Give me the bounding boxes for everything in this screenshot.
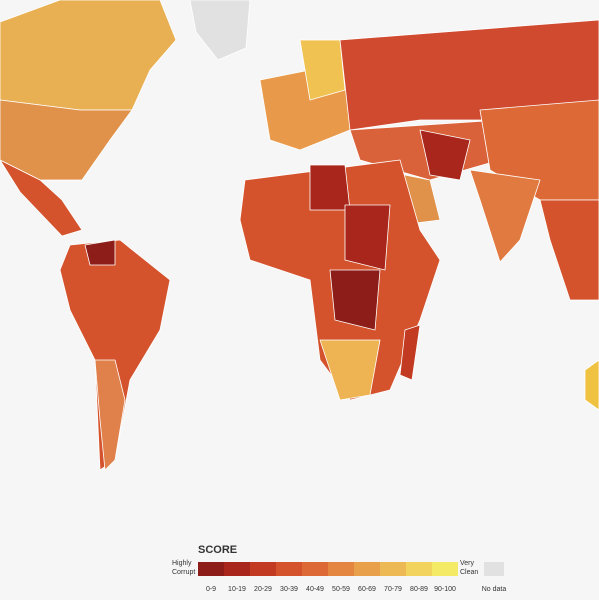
- legend-bin-label: 50-59: [332, 586, 350, 593]
- legend-swatch: [250, 562, 276, 576]
- legend-swatch: [302, 562, 328, 576]
- legend-swatch: [484, 562, 504, 576]
- high-label: Clean: [460, 569, 478, 576]
- congo: [329, 269, 381, 331]
- southeast-asia: [539, 199, 599, 301]
- legend-swatch: [198, 562, 224, 576]
- scandinavia: [299, 39, 346, 101]
- legend-swatch: [328, 562, 354, 576]
- central-america: [0, 159, 83, 237]
- legend-bin-label: 10-19: [228, 586, 246, 593]
- legend-swatch: [224, 562, 250, 576]
- legend-bin-label: 40-49: [306, 586, 324, 593]
- high-label: Very: [460, 560, 475, 567]
- legend-no-data-label: No data: [482, 586, 507, 593]
- libya: [309, 164, 351, 211]
- madagascar: [399, 324, 421, 381]
- legend-swatch: [354, 562, 380, 576]
- southern-africa: [319, 339, 381, 401]
- legend-swatch: [406, 562, 432, 576]
- legend-bin-label: 70-79: [384, 586, 402, 593]
- iran: [419, 129, 471, 181]
- world-map: [0, 0, 599, 471]
- legend-bin-label: 80-89: [410, 586, 428, 593]
- legend-title: SCORE: [198, 544, 237, 556]
- legend-swatch: [432, 562, 458, 576]
- india: [469, 169, 541, 263]
- legend-bin-label: 30-39: [280, 586, 298, 593]
- venezuela: [84, 239, 116, 266]
- legend-swatch: [380, 562, 406, 576]
- legend: SCORE Highly Corrupt Very Clean 0-9 10-19…: [172, 544, 506, 593]
- australia: [584, 359, 599, 411]
- legend-bin-label: 20-29: [254, 586, 272, 593]
- legend-bin-label: 60-69: [358, 586, 376, 593]
- greenland: [189, 0, 251, 61]
- legend-swatch: [276, 562, 302, 576]
- legend-bin-label: 0-9: [206, 586, 216, 593]
- legend-bin-label: 90-100: [434, 586, 456, 593]
- usa: [0, 99, 133, 181]
- southern-cone: [94, 359, 126, 471]
- canada: [0, 0, 177, 111]
- sudan: [344, 204, 391, 271]
- low-label: Highly: [172, 560, 192, 567]
- low-label: Corrupt: [172, 569, 195, 576]
